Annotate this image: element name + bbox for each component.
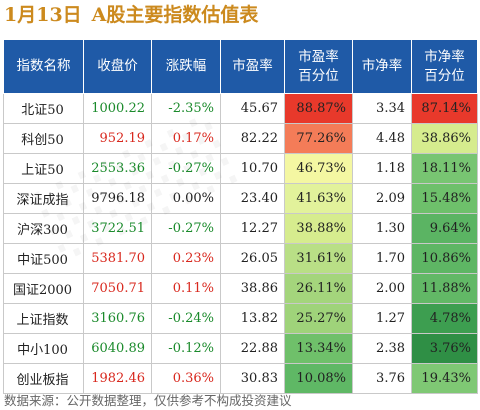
cell-pb: 2.00 [352,273,412,304]
header-change: 涨跌幅 [151,39,221,94]
cell-pe: 10.70 [220,153,285,184]
cell-pb-pct: 38.86% [411,123,478,154]
table-row: 国证2000 7050.71 0.11% 38.86 26.11% 2.00 11.88% [3,273,478,304]
cell-name: 上证50 [3,153,84,184]
cell-pe-pct: 26.11% [284,273,353,304]
cell-pe-pct: 41.63% [284,183,353,214]
cell-pb-pct: 9.64% [411,213,478,244]
table-row: 中小100 6040.89 -0.12% 22.88 13.34% 2.38 3.76% [3,333,478,364]
cell-change: 0.36% [151,363,221,394]
cell-change: -0.27% [151,153,221,184]
table-row: 中证500 5381.70 0.23% 26.05 31.61% 1.70 10.86% [3,243,478,274]
cell-pb-pct: 4.78% [411,303,478,334]
page-title: 1月13日 A股主要指数估值表 [4,2,258,28]
cell-pb-pct: 15.48% [411,183,478,214]
cell-name: 创业板指 [3,363,84,394]
cell-name: 北证50 [3,93,84,124]
cell-pb: 2.38 [352,333,412,364]
cell-pb: 1.30 [352,213,412,244]
footer-source: 数据来源：公开数据整理，仅供参考不构成投资建议 [4,393,292,408]
cell-change: 0.11% [151,273,221,304]
cell-close: 9796.18 [83,183,152,214]
table-row: 上证50 2553.36 -0.27% 10.70 46.73% 1.18 18.11% [3,153,478,184]
cell-pe-pct: 38.88% [284,213,353,244]
cell-pb: 4.48 [352,123,412,154]
header-pb-percentile: 市净率 百分位 [411,39,478,94]
cell-pb: 1.18 [352,153,412,184]
table-row: 沪深300 3722.51 -0.27% 12.27 38.88% 1.30 9.64% [3,213,478,244]
cell-name: 中小100 [3,333,84,364]
cell-pe: 30.83 [220,363,285,394]
cell-pe-pct: 46.73% [284,153,353,184]
cell-pe-pct: 88.87% [284,93,353,124]
cell-pb-pct: 87.14% [411,93,478,124]
cell-name: 科创50 [3,123,84,154]
cell-pb: 3.76 [352,363,412,394]
cell-pb: 1.70 [352,243,412,274]
header-close: 收盘价 [83,39,152,94]
cell-close: 1000.22 [83,93,152,124]
cell-pb: 1.27 [352,303,412,334]
cell-pe: 13.82 [220,303,285,334]
cell-pe-pct: 13.34% [284,333,353,364]
cell-name: 中证500 [3,243,84,274]
cell-pe: 12.27 [220,213,285,244]
table-row: 上证指数 3160.76 -0.24% 13.82 25.27% 1.27 4.78% [3,303,478,334]
table-header-row: 指数名称 收盘价 涨跌幅 市盈率 市盈率 百分位 市净率 市净率 百分位 [3,39,478,94]
cell-pe: 23.40 [220,183,285,214]
cell-close: 5381.70 [83,243,152,274]
cell-pb-pct: 3.76% [411,333,478,364]
cell-change: -0.12% [151,333,221,364]
cell-name: 深证成指 [3,183,84,214]
cell-pb: 2.09 [352,183,412,214]
cell-pe: 22.88 [220,333,285,364]
table-row: 科创50 952.19 0.17% 82.22 77.26% 4.48 38.86% [3,123,478,154]
cell-change: 0.17% [151,123,221,154]
cell-pe: 82.22 [220,123,285,154]
cell-name: 沪深300 [3,213,84,244]
cell-close: 3160.76 [83,303,152,334]
cell-close: 7050.71 [83,273,152,304]
table-row: 创业板指 1982.46 0.36% 30.83 10.08% 3.76 19.43% [3,363,478,394]
cell-name: 国证2000 [3,273,84,304]
valuation-table: 指数名称 收盘价 涨跌幅 市盈率 市盈率 百分位 市净率 市净率 百分位 北证5… [3,39,478,394]
cell-close: 952.19 [83,123,152,154]
table-row: 北证50 1000.22 -2.35% 45.67 88.87% 3.34 87.14% [3,93,478,124]
cell-name: 上证指数 [3,303,84,334]
cell-pb: 3.34 [352,93,412,124]
cell-pb-pct: 19.43% [411,363,478,394]
header-pe-percentile: 市盈率 百分位 [284,39,353,94]
header-pb-percentile-line2: 百分位 [424,67,465,84]
header-pe-percentile-line2: 百分位 [298,67,339,84]
cell-close: 3722.51 [83,213,152,244]
title-text: A股主要指数估值表 [91,4,259,26]
cell-change: 0.00% [151,183,221,214]
header-pe-percentile-line1: 市盈率 [298,48,339,65]
cell-close: 6040.89 [83,333,152,364]
cell-pe: 26.05 [220,243,285,274]
cell-pb-pct: 11.88% [411,273,478,304]
cell-pe-pct: 31.61% [284,243,353,274]
cell-change: -2.35% [151,93,221,124]
cell-pb-pct: 10.86% [411,243,478,274]
cell-change: -0.24% [151,303,221,334]
cell-change: -0.27% [151,213,221,244]
cell-change: 0.23% [151,243,221,274]
header-pe: 市盈率 [220,39,285,94]
cell-pe-pct: 10.08% [284,363,353,394]
title-date: 1月13日 [4,4,82,26]
cell-close: 2553.36 [83,153,152,184]
cell-pe-pct: 25.27% [284,303,353,334]
cell-close: 1982.46 [83,363,152,394]
cell-pe-pct: 77.26% [284,123,353,154]
table-row: 深证成指 9796.18 0.00% 23.40 41.63% 2.09 15.48% [3,183,478,214]
header-pb: 市净率 [352,39,412,94]
header-name: 指数名称 [3,39,84,94]
header-pb-percentile-line1: 市净率 [424,48,465,65]
cell-pb-pct: 18.11% [411,153,478,184]
cell-pe: 45.67 [220,93,285,124]
cell-pe: 38.86 [220,273,285,304]
table-body: 北证50 1000.22 -2.35% 45.67 88.87% 3.34 87.14% 科创… [3,93,478,394]
